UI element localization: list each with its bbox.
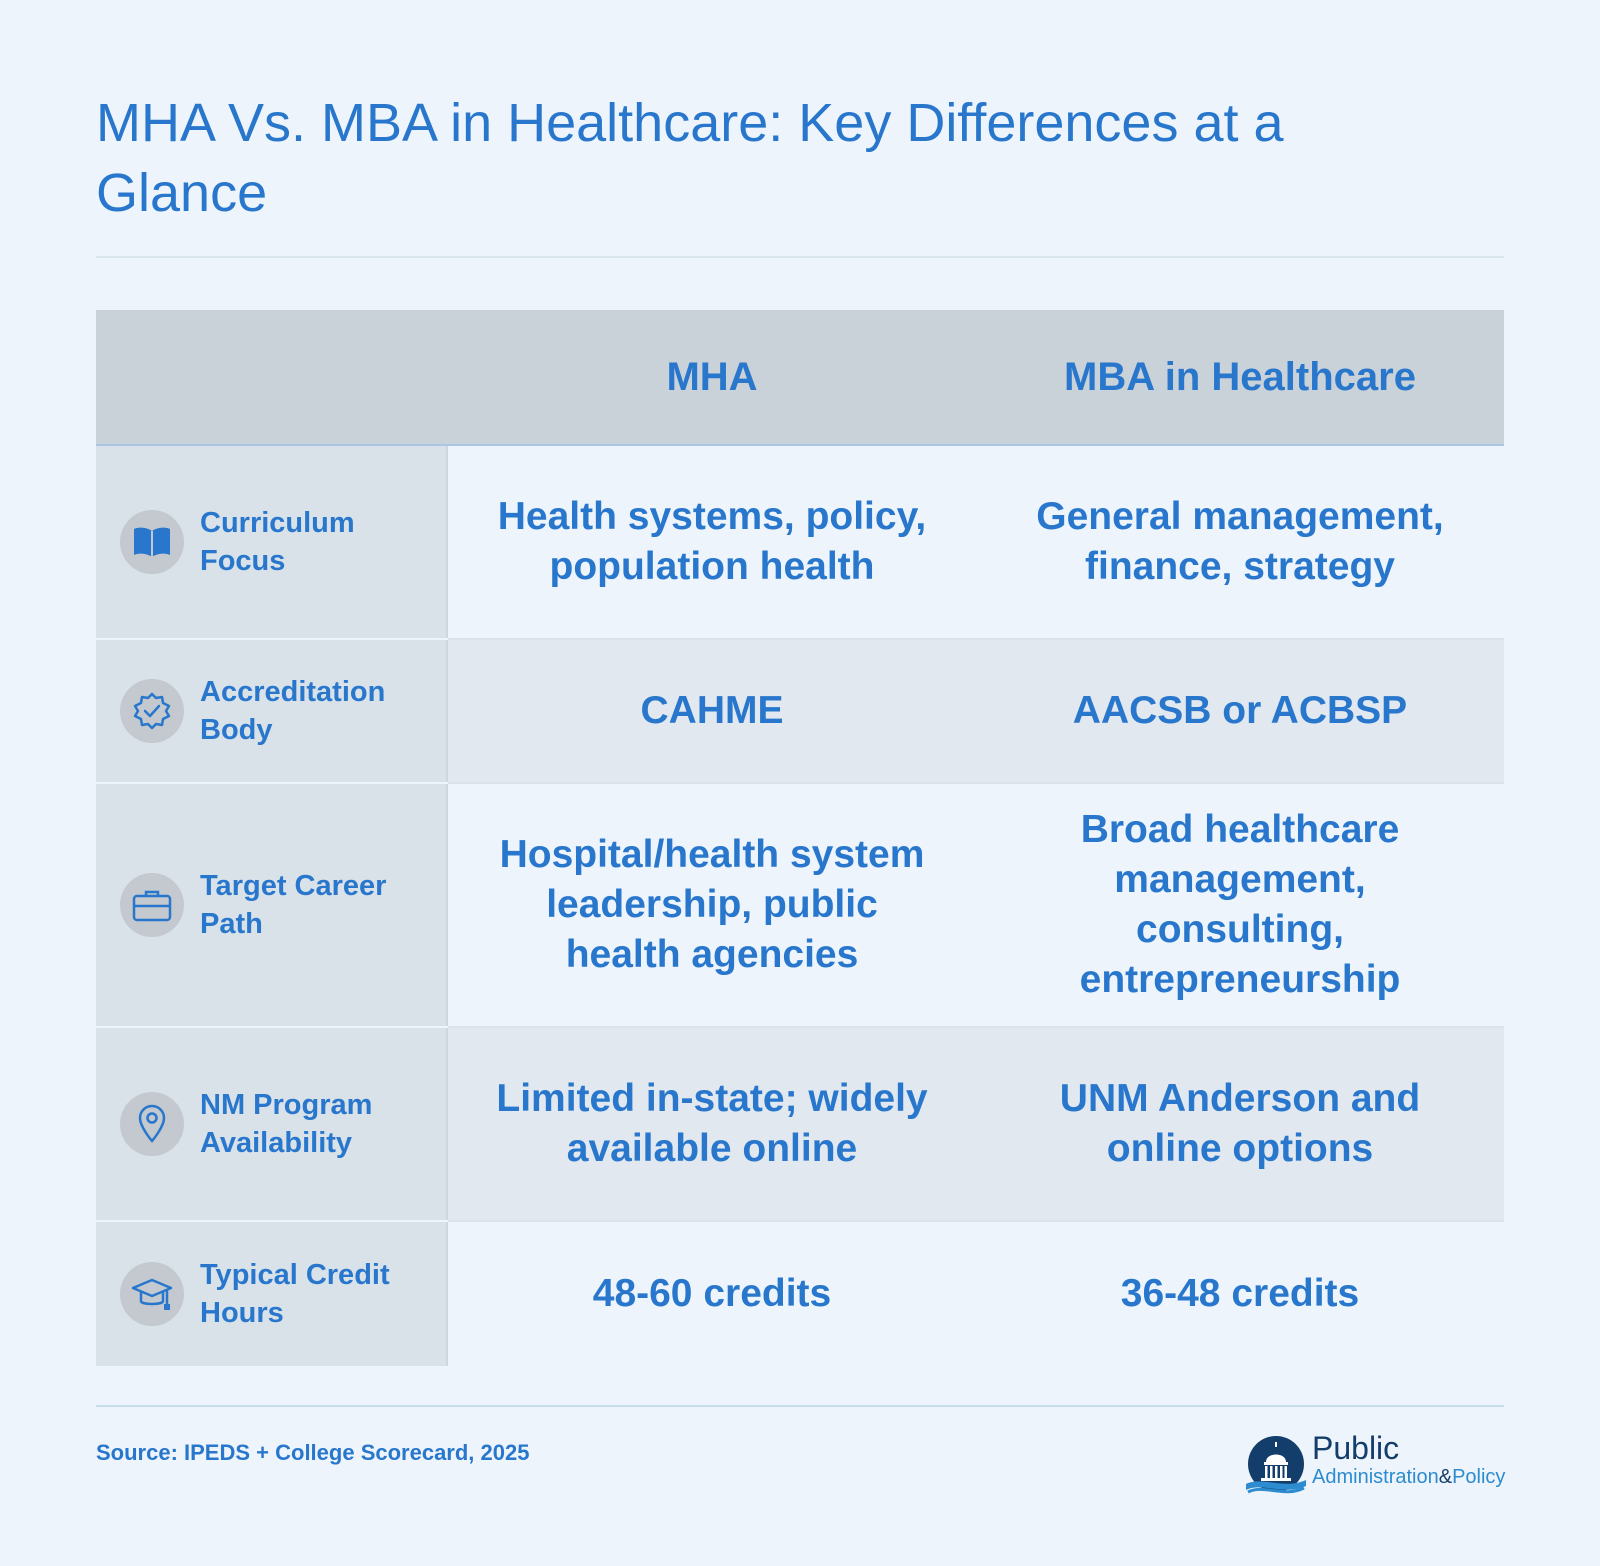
cell-mha: Health systems, policy, population healt… bbox=[448, 446, 976, 638]
book-icon bbox=[120, 510, 184, 574]
cell-mba: AACSB or ACBSP bbox=[976, 640, 1504, 782]
logo-word-administration: Administration bbox=[1312, 1466, 1439, 1488]
row-label-nm-program-availability: NM Program Availability bbox=[96, 1028, 448, 1220]
table-row: NM Program Availability Limited in-state… bbox=[96, 1028, 1504, 1222]
row-label-text: Target Career Path bbox=[200, 870, 387, 940]
row-label-curriculum-focus: Curriculum Focus bbox=[96, 446, 448, 638]
source-note: Source: IPEDS + College Scorecard, 2025 bbox=[96, 1440, 530, 1465]
cell-mha: Hospital/health system leadership, publi… bbox=[448, 784, 976, 1026]
comparison-table: MHA MBA in Healthcare Curriculum Focus H… bbox=[96, 310, 1504, 1366]
table-row: Typical Credit Hours 48-60 credits 36-48… bbox=[96, 1222, 1504, 1366]
row-label-typical-credit-hours: Typical Credit Hours bbox=[96, 1222, 448, 1366]
logo-word-policy: Policy bbox=[1452, 1466, 1506, 1488]
page-title: MHA Vs. MBA in Healthcare: Key Differenc… bbox=[96, 93, 1284, 223]
table-header: MHA MBA in Healthcare bbox=[96, 310, 1504, 446]
header-mha: MHA bbox=[666, 354, 758, 399]
logo-word-public: Public bbox=[1312, 1430, 1400, 1466]
row-label-text: NM Program Availability bbox=[200, 1089, 373, 1159]
row-label-text: Curriculum Focus bbox=[200, 507, 355, 577]
graduation-cap-icon bbox=[120, 1262, 184, 1326]
row-label-target-career-path: Target Career Path bbox=[96, 784, 448, 1026]
divider-bottom bbox=[96, 1405, 1504, 1407]
logo-word-administration-policy: Administration&Policy bbox=[1312, 1466, 1505, 1489]
cell-mha: 48-60 credits bbox=[448, 1222, 976, 1366]
logo-ampersand: & bbox=[1438, 1466, 1453, 1488]
header-mba: MBA in Healthcare bbox=[1064, 354, 1416, 399]
cell-mba: General management, finance, strategy bbox=[976, 446, 1504, 638]
table-row: Target Career Path Hospital/health syste… bbox=[96, 784, 1504, 1028]
table-row: Accreditation Body CAHME AACSB or ACBSP bbox=[96, 640, 1504, 784]
capitol-dome-icon bbox=[1244, 1434, 1308, 1498]
cell-mba: UNM Anderson and online options bbox=[976, 1028, 1504, 1220]
table-row: Curriculum Focus Health systems, policy,… bbox=[96, 446, 1504, 640]
row-label-text: Typical Credit Hours bbox=[200, 1259, 390, 1329]
publisher-logo: Public Administration&Policy bbox=[1244, 1430, 1506, 1504]
badge-check-icon bbox=[120, 679, 184, 743]
cell-mha: Limited in-state; widely available onlin… bbox=[448, 1028, 976, 1220]
cell-mba: Broad healthcare management, consulting,… bbox=[976, 784, 1504, 1026]
divider-top bbox=[96, 256, 1504, 258]
cell-mha: CAHME bbox=[448, 640, 976, 782]
briefcase-icon bbox=[120, 873, 184, 937]
row-label-text: Accreditation Body bbox=[200, 676, 386, 746]
row-label-accreditation-body: Accreditation Body bbox=[96, 640, 448, 782]
cell-mba: 36-48 credits bbox=[976, 1222, 1504, 1366]
map-pin-icon bbox=[120, 1092, 184, 1156]
